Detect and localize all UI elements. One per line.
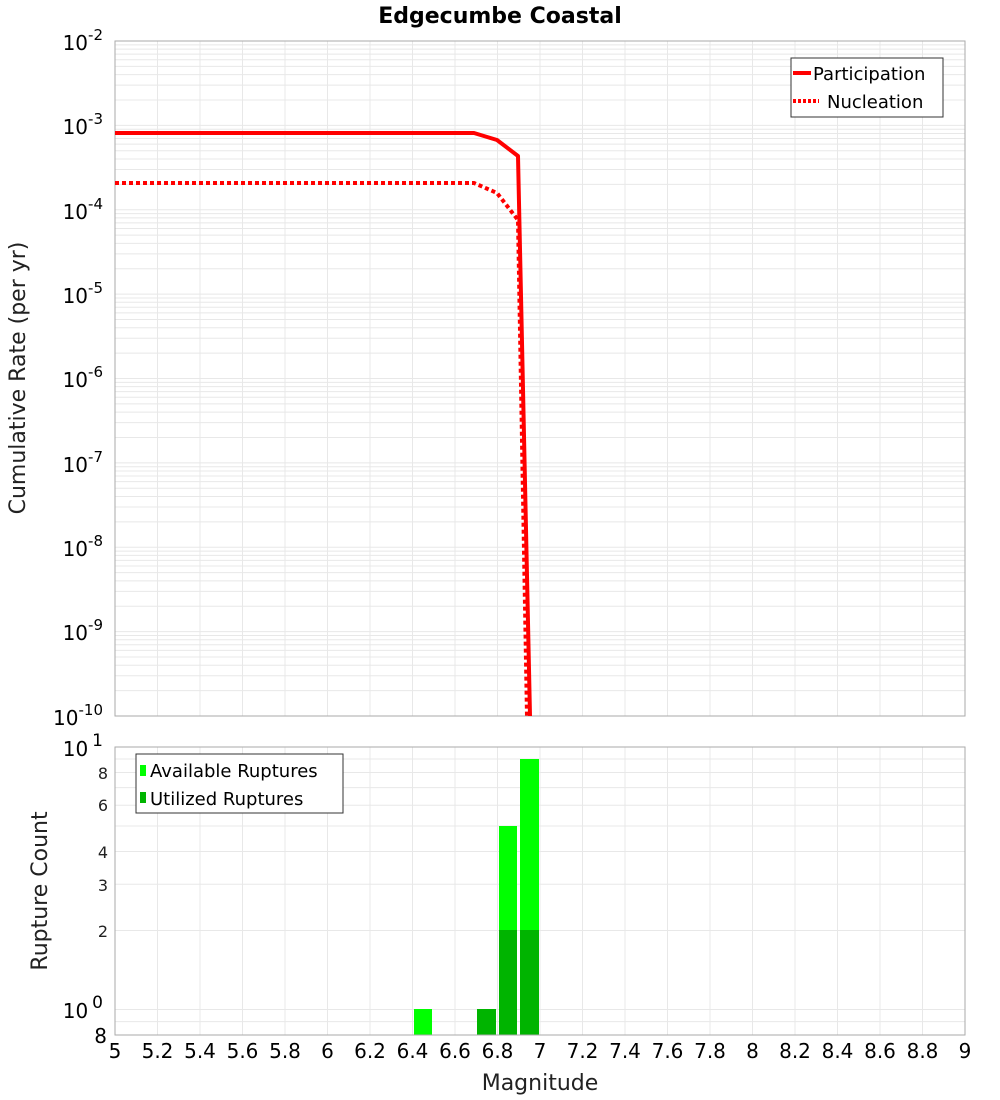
y-tick-label: 10-6 <box>63 363 103 392</box>
x-ticks: 5 5.2 5.4 5.6 5.8 6 6.2 6.4 6.6 6.8 7 7.2 7.4 7.6 7.8 8… <box>109 1039 972 1063</box>
available-legend-swatch <box>140 765 146 776</box>
x-tick-label: 6.4 <box>397 1039 429 1063</box>
bar-utilized-6.75 <box>477 1009 496 1035</box>
y-tick-label: 10-5 <box>63 279 103 308</box>
y-tick-label: 4 <box>98 843 108 862</box>
x-tick-label: 8 <box>746 1039 759 1063</box>
x-tick-label: 7.4 <box>609 1039 641 1063</box>
top-plot-frame <box>114 40 966 717</box>
bottom-plot: 10 1 8 6 4 3 2 10 0 8 5 5.2 5.4 5.6 5.8 6 6.2 6.4… <box>28 731 971 1096</box>
y-tick-label: 10-2 <box>63 26 103 55</box>
participation-legend-label: Participation <box>813 64 925 85</box>
x-tick-label: 5.8 <box>269 1039 301 1063</box>
x-tick-label: 5 <box>109 1039 122 1063</box>
bar-utilized-6.85 <box>499 930 517 1035</box>
top-legend-box <box>790 57 944 118</box>
y-tick-label: 2 <box>98 922 108 941</box>
x-tick-label: 9 <box>959 1039 972 1063</box>
x-tick-label: 7.8 <box>694 1039 726 1063</box>
x-tick-label: 7 <box>534 1039 547 1063</box>
bottom-legend-box <box>135 753 344 814</box>
x-tick-label: 7.6 <box>652 1039 684 1063</box>
y-tick-label: 10-10 <box>53 701 103 730</box>
x-tick-label: 8.6 <box>864 1039 896 1063</box>
y-tick-label: 3 <box>98 876 108 895</box>
top-plot: 10-2 10-3 10-4 10-5 10-6 10-7 10-8 10-9 … <box>6 26 966 730</box>
nucleation-line <box>115 181 529 717</box>
x-tick-label: 5.2 <box>142 1039 174 1063</box>
utilized-bars <box>477 930 539 1035</box>
x-tick-label: 6.8 <box>482 1039 514 1063</box>
available-legend-label: Available Ruptures <box>150 761 318 782</box>
y-tick-label: 10 0 <box>63 993 103 1023</box>
bottom-legend: Available Ruptures Utilized Ruptures <box>135 753 344 814</box>
utilized-legend-label: Utilized Ruptures <box>150 789 303 810</box>
x-tick-label: 5.4 <box>184 1039 216 1063</box>
top-grid <box>115 41 965 717</box>
top-legend: Participation Nucleation <box>790 57 944 118</box>
y-tick-label: 8 <box>98 764 108 783</box>
x-tick-label: 6.6 <box>439 1039 471 1063</box>
x-tick-label: 8.2 <box>779 1039 811 1063</box>
bar-utilized-6.95 <box>520 930 539 1035</box>
y-tick-label: 10-7 <box>63 448 103 477</box>
x-tick-label: 8.4 <box>822 1039 854 1063</box>
nucleation-legend-label: Nucleation <box>827 92 923 113</box>
top-y-axis-label: Cumulative Rate (per yr) <box>6 242 31 515</box>
bottom-plot-frame <box>114 746 966 1036</box>
bottom-y-axis-label: Rupture Count <box>28 811 53 971</box>
y-tick-label: 6 <box>98 796 108 815</box>
bottom-y-ticks: 10 1 8 6 4 3 2 10 0 8 <box>63 731 108 1048</box>
y-tick-label: 10-4 <box>63 195 103 224</box>
x-tick-label: 6.2 <box>354 1039 386 1063</box>
x-axis-label: Magnitude <box>482 1071 599 1096</box>
y-tick-label: 10-3 <box>63 110 103 139</box>
chart-title: Edgecumbe Coastal <box>378 4 622 29</box>
utilized-legend-swatch <box>140 792 146 803</box>
top-y-ticks: 10-2 10-3 10-4 10-5 10-6 10-7 10-8 10-9 … <box>53 26 103 730</box>
y-tick-label: 10 1 <box>63 731 103 761</box>
y-tick-label: 10-9 <box>63 616 103 645</box>
bar-available-6.45 <box>414 1009 432 1035</box>
x-tick-label: 5.6 <box>227 1039 259 1063</box>
x-tick-label: 7.2 <box>567 1039 599 1063</box>
y-tick-label: 8 <box>94 1024 107 1048</box>
y-tick-label: 10-8 <box>63 532 103 561</box>
x-tick-label: 6 <box>321 1039 334 1063</box>
x-tick-label: 8.8 <box>907 1039 939 1063</box>
